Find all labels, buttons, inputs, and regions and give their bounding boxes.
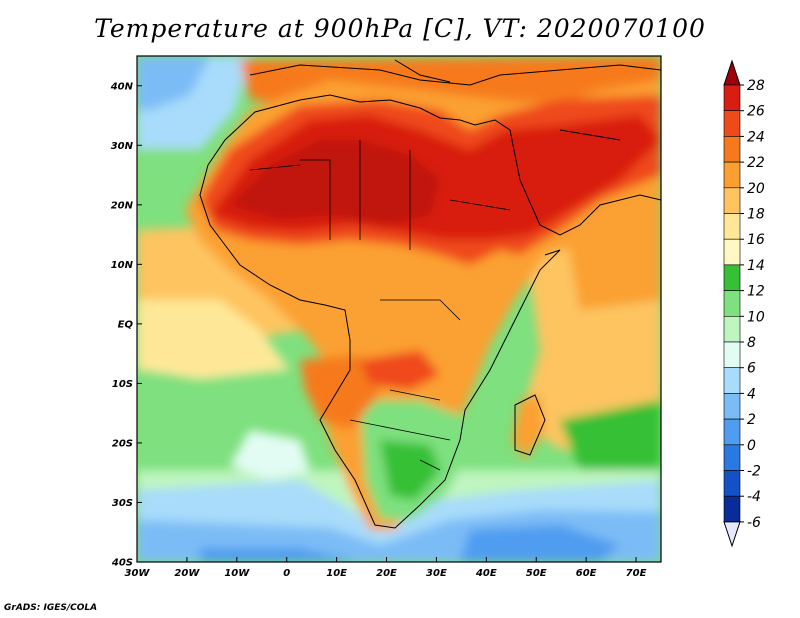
- lon-label: 70E: [626, 568, 647, 579]
- colorbar-level-label: 26: [747, 104, 765, 120]
- colorbar-level-label: 18: [747, 207, 765, 223]
- colorbar-level-label: 16: [747, 232, 765, 248]
- lon-label: 20W: [174, 568, 200, 579]
- lat-label: 40S: [111, 558, 133, 569]
- colorbar-level-label: 10: [747, 309, 765, 325]
- lat-label: 30N: [111, 141, 134, 152]
- colorbar-swatch: [723, 290, 741, 317]
- axis-ticks: [136, 85, 637, 563]
- lat-label: 20S: [112, 438, 133, 449]
- colorbar-level-label: 12: [747, 284, 765, 300]
- colorbar-level-label: 4: [747, 386, 756, 402]
- credit-text: GrADS: IGES/COLA: [4, 603, 98, 613]
- lon-label: 40E: [475, 568, 497, 579]
- colorbar-level-label: -6: [747, 515, 761, 531]
- lat-label: 30S: [112, 498, 133, 509]
- lon-label: 30W: [125, 568, 151, 579]
- coastlines: [199, 59, 661, 529]
- colorbar-level-label: 14: [747, 258, 765, 274]
- colorbar-swatch: [723, 161, 741, 189]
- colorbar-swatch: [723, 495, 741, 523]
- colorbar-level-label: 8: [747, 335, 756, 351]
- longitude-labels: 30W 20W 10W 0 10E 20E 30E 40E 50E 60E 70E: [125, 568, 647, 579]
- colorbar-swatch: [723, 264, 741, 291]
- colorbar-level-label: 6: [747, 361, 756, 377]
- lat-label: 20N: [111, 200, 134, 211]
- lat-label: 40N: [110, 81, 134, 92]
- colorbar-swatch: [723, 393, 741, 420]
- lon-label: 10W: [224, 568, 250, 579]
- colorbar-level-label: 28: [747, 78, 765, 94]
- map-field: [137, 56, 661, 562]
- colorbar-swatch: [723, 444, 741, 471]
- colorbar-swatch: [723, 213, 741, 240]
- colorbar-swatch: [723, 470, 741, 497]
- lon-label: 0: [283, 568, 290, 579]
- chart-title: Temperature at 900hPa [C], VT: 202007010…: [94, 14, 706, 43]
- colorbar: [723, 59, 741, 548]
- lat-label: 10S: [112, 379, 133, 390]
- colorbar-level-label: -4: [747, 489, 761, 505]
- lat-label: EQ: [118, 319, 134, 330]
- colorbar-level-label: -2: [747, 464, 761, 480]
- colorbar-level-label: 2: [747, 412, 756, 428]
- colorbar-swatch: [723, 238, 741, 266]
- colorbar-swatch: [723, 367, 741, 394]
- lon-label: 50E: [526, 568, 547, 579]
- lon-label: 60E: [576, 568, 597, 579]
- lon-label: 30E: [426, 568, 447, 579]
- lat-label: 10N: [111, 260, 134, 271]
- colorbar-level-label: 22: [747, 155, 765, 171]
- colorbar-level-label: 24: [747, 129, 765, 145]
- colorbar-swatch: [723, 84, 741, 112]
- colorbar-swatch: [723, 341, 741, 369]
- plot-frame: [136, 55, 662, 563]
- field-layers: [137, 56, 661, 562]
- lon-label: 20E: [376, 568, 397, 579]
- colorbar-swatch: [723, 136, 741, 163]
- colorbar-level-label: 0: [747, 438, 756, 454]
- colorbar-level-label: 20: [747, 181, 765, 197]
- colorbar-bottom-arrow: [723, 521, 741, 548]
- colorbar-swatch: [723, 110, 741, 137]
- colorbar-top-arrow: [723, 59, 741, 86]
- lon-label: 10E: [326, 568, 347, 579]
- colorbar-swatch: [723, 418, 741, 446]
- latitude-labels: 40N 30N 20N 10N EQ 10S 20S 30S 40S: [110, 81, 134, 568]
- colorbar-swatch: [723, 315, 741, 343]
- colorbar-swatch: [723, 187, 741, 214]
